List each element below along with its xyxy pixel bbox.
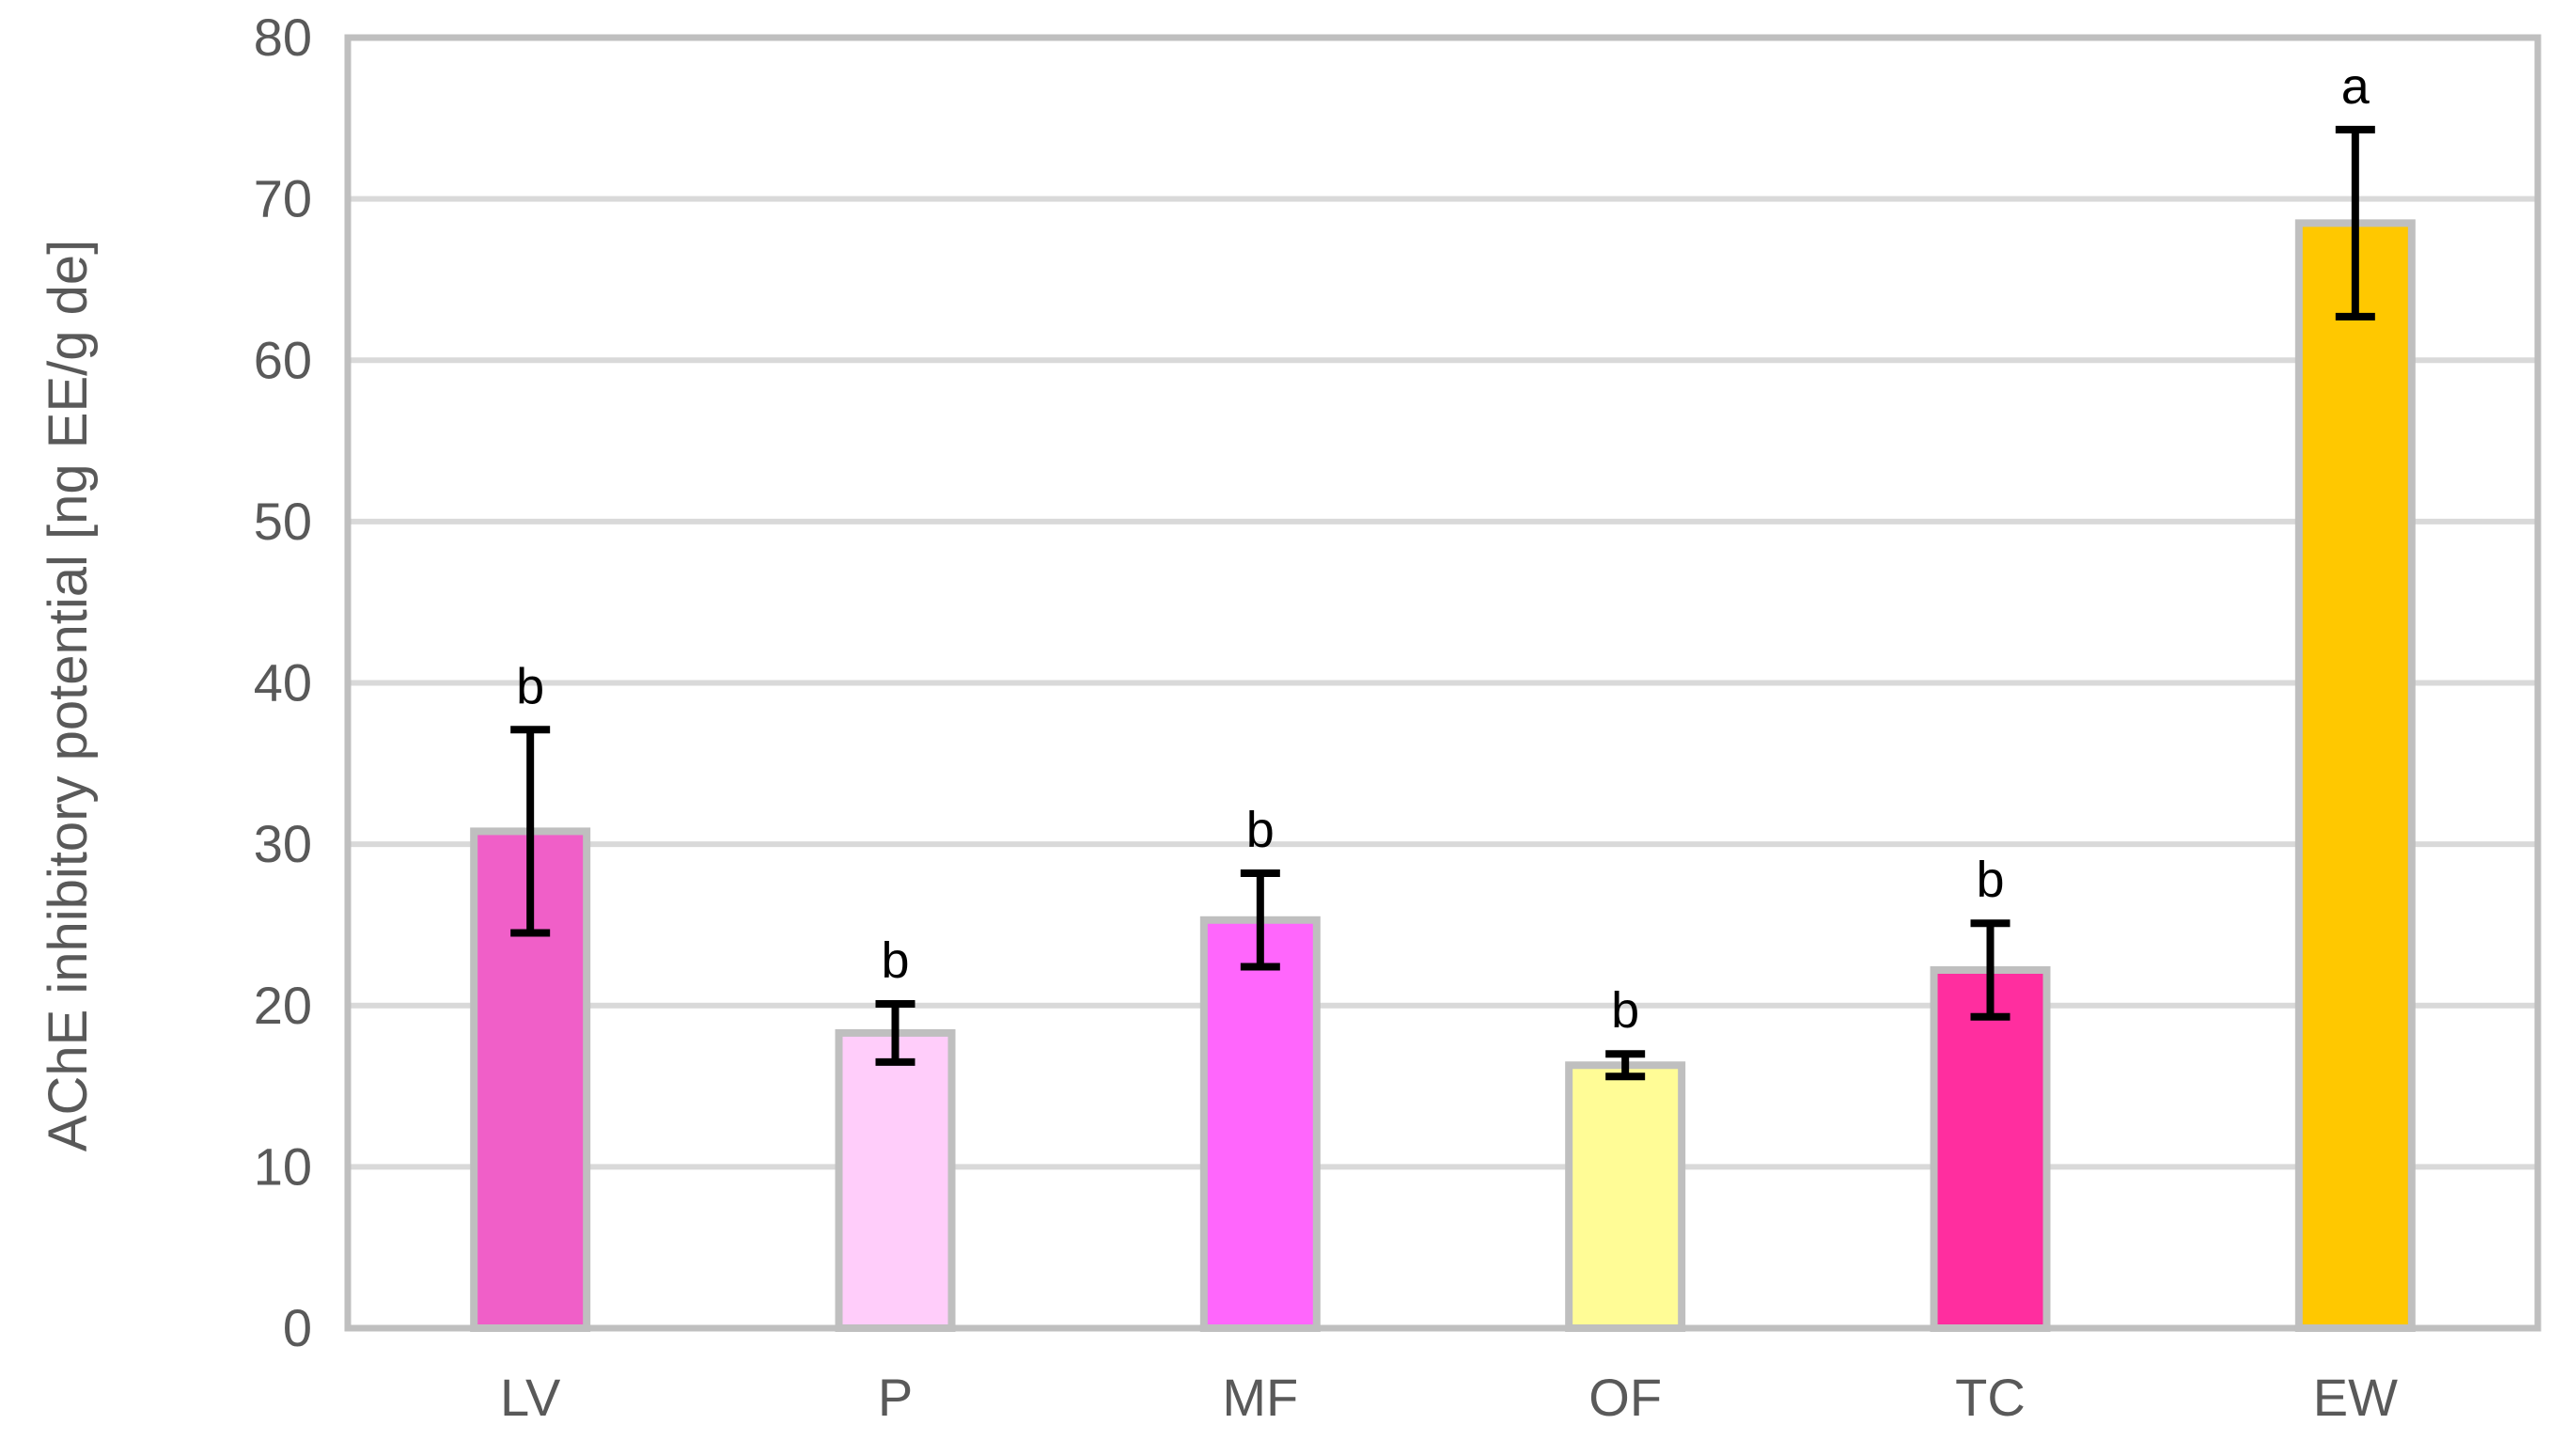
x-category-label-LV: LV [500, 1368, 561, 1427]
bar-TC [1930, 965, 2051, 1333]
bar-OF [1565, 1061, 1686, 1332]
x-category-label-EW: EW [2313, 1368, 2398, 1427]
bar-EW [2294, 219, 2416, 1332]
y-tick-label: 60 [254, 330, 312, 389]
y-tick-label: 70 [254, 169, 312, 228]
y-tick-label: 20 [254, 976, 312, 1035]
y-tick-label: 0 [283, 1298, 312, 1357]
significance-letter: b [1976, 852, 2004, 908]
significance-letter: a [2341, 58, 2370, 115]
bar-layer [470, 219, 2416, 1333]
y-axis-title: AChE inhibitory potential [ng EE/g de] [38, 240, 99, 1151]
y-tick-label: 80 [254, 8, 312, 67]
significance-letter: b [1246, 802, 1275, 858]
y-tick-label: 10 [254, 1136, 312, 1196]
x-category-label-MF: MF [1222, 1368, 1298, 1427]
y-tick-label: 40 [254, 653, 312, 712]
bar-P [835, 1028, 956, 1333]
significance-letter: b [516, 658, 544, 714]
x-category-label-TC: TC [1955, 1368, 2026, 1427]
bar-MF [1199, 916, 1321, 1332]
y-tick-label: 30 [254, 814, 312, 873]
label-layer: b LV b Pb MF b OF b TC a EW 0 10 20 30 40 50 60 70 80 [254, 8, 2398, 1427]
y-tick-label: 50 [254, 492, 312, 551]
x-category-label-P: P [878, 1368, 913, 1427]
significance-letter: b [881, 932, 909, 989]
x-category-label-OF: OF [1588, 1368, 1662, 1427]
plot-frame-layer [344, 34, 2542, 1332]
error-bar-layer [510, 125, 2375, 1081]
gridline-layer [348, 196, 2538, 1170]
significance-letter: b [1611, 982, 1639, 1039]
plot-border [344, 34, 2542, 1332]
